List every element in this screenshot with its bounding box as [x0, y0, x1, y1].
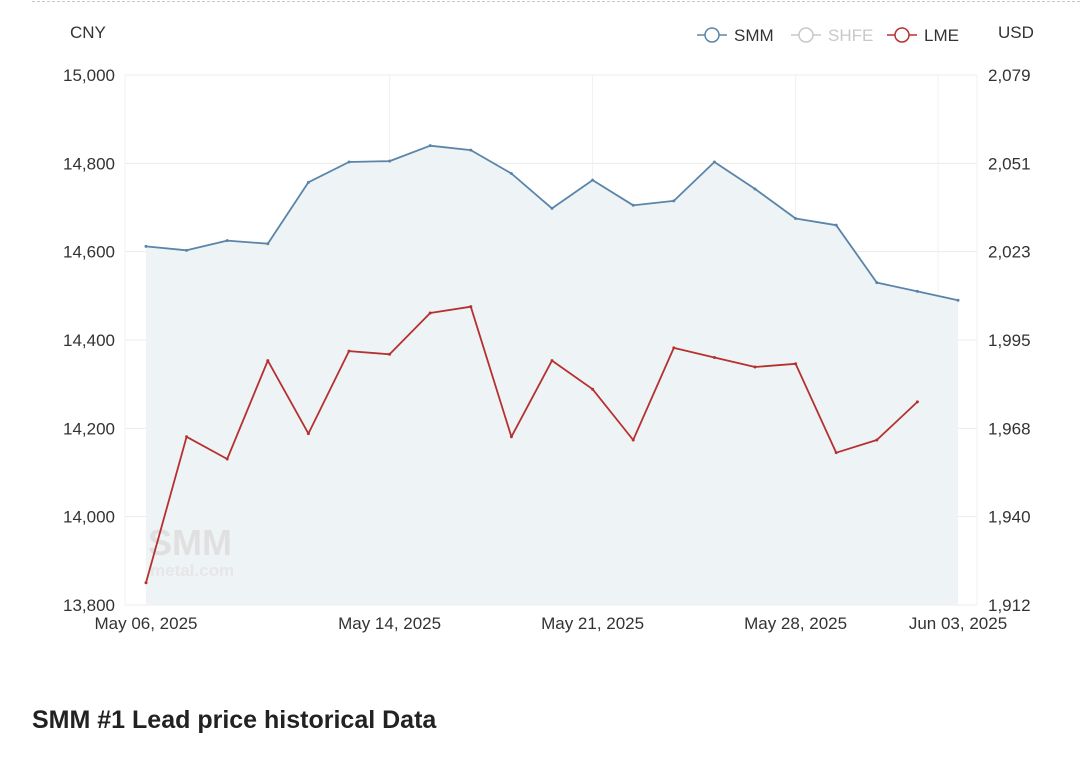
legend-marker-lme [894, 27, 910, 43]
smm-data-point [591, 178, 595, 182]
left-axis: 15,000 14,800 14,600 14,400 14,200 14,000 13,8… [63, 66, 115, 615]
smm-data-point [753, 187, 757, 191]
smm-data-point [428, 144, 432, 148]
lme-data-point [794, 362, 798, 366]
smm-data-point [225, 239, 229, 243]
smm-data-point [712, 160, 716, 164]
chart-legend: SMM SHFE LME [697, 26, 959, 45]
smm-area-layer [146, 145, 958, 605]
lme-data-point [550, 359, 554, 363]
smm-data-point [306, 180, 310, 184]
left-tick-label: 13,800 [63, 596, 115, 615]
smm-data-point [672, 199, 676, 203]
top-divider [32, 1, 1080, 2]
section-title: SMM #1 Lead price historical Data [32, 706, 437, 734]
legend-label-shfe: SHFE [828, 26, 873, 45]
smm-data-point [794, 217, 798, 221]
legend-item-shfe[interactable]: SHFE [791, 26, 873, 45]
watermark-sub: metal.com [150, 561, 234, 580]
lme-data-point [834, 451, 838, 455]
x-tick-label: May 28, 2025 [744, 614, 847, 633]
smm-data-point [144, 244, 148, 248]
smm-data-point [956, 298, 960, 302]
smm-area [146, 145, 958, 605]
smm-data-point [915, 289, 919, 293]
legend-marker-shfe [798, 27, 814, 43]
left-tick-label: 14,600 [63, 243, 115, 262]
legend-label-smm: SMM [734, 26, 774, 45]
lme-data-point [631, 438, 635, 442]
x-tick-label: May 06, 2025 [94, 614, 197, 633]
right-tick-label: 1,968 [988, 419, 1031, 438]
smm-data-point [509, 171, 513, 175]
legend-item-lme[interactable]: LME [887, 26, 959, 45]
smm-data-point [388, 159, 392, 163]
smm-data-point [185, 248, 189, 252]
right-tick-label: 1,995 [988, 331, 1031, 350]
lme-data-point [672, 346, 676, 350]
lme-data-point [591, 387, 595, 391]
left-axis-unit: CNY [70, 23, 106, 42]
left-tick-label: 14,400 [63, 331, 115, 350]
left-tick-label: 14,800 [63, 154, 115, 173]
smm-data-point [834, 223, 838, 227]
smm-data-point [875, 281, 879, 285]
right-tick-label: 2,023 [988, 243, 1031, 262]
legend-item-smm[interactable]: SMM [697, 26, 774, 45]
x-tick-label: May 21, 2025 [541, 614, 644, 633]
lme-data-point [469, 305, 473, 309]
series-lines [144, 144, 960, 585]
watermark-main: SMM [148, 522, 232, 563]
smm-watermark: SMM metal.com [148, 522, 234, 580]
lme-data-point [509, 435, 513, 439]
x-tick-label: Jun 03, 2025 [909, 614, 1007, 633]
left-tick-label: 15,000 [63, 66, 115, 85]
right-tick-label: 1,940 [988, 508, 1031, 527]
lme-data-point [712, 355, 716, 359]
lme-data-point [347, 349, 351, 353]
lme-series-line [145, 305, 919, 584]
right-axis-unit: USD [998, 23, 1034, 42]
x-tick-label: May 14, 2025 [338, 614, 441, 633]
right-tick-label: 2,051 [988, 154, 1031, 173]
lme-data-point [306, 432, 310, 436]
smm-data-point [347, 160, 351, 164]
smm-data-point [550, 206, 554, 210]
lme-data-point [185, 435, 189, 439]
lme-data-point [428, 311, 432, 315]
right-tick-label: 2,079 [988, 66, 1031, 85]
smm-data-point [266, 242, 270, 246]
lme-data-point [388, 352, 392, 356]
smm-data-point [469, 148, 473, 152]
lme-data-point [915, 400, 919, 404]
legend-label-lme: LME [924, 26, 959, 45]
price-chart: SMM metal.com 15,000 14,800 14,600 14,400 14… [63, 23, 1034, 633]
lme-data-point [144, 581, 148, 585]
left-tick-label: 14,200 [63, 419, 115, 438]
right-axis: 2,079 2,051 2,023 1,995 1,968 1,940 1,912 [988, 66, 1031, 615]
left-tick-label: 14,000 [63, 508, 115, 527]
lme-data-point [266, 359, 270, 363]
right-tick-label: 1,912 [988, 596, 1031, 615]
smm-data-point [631, 203, 635, 207]
legend-marker-smm [704, 27, 720, 43]
lme-data-point [753, 365, 757, 369]
lme-data-point [225, 457, 229, 461]
lme-data-point [875, 438, 879, 442]
x-axis: May 06, 2025 May 14, 2025 May 21, 2025 May … [94, 614, 1007, 633]
